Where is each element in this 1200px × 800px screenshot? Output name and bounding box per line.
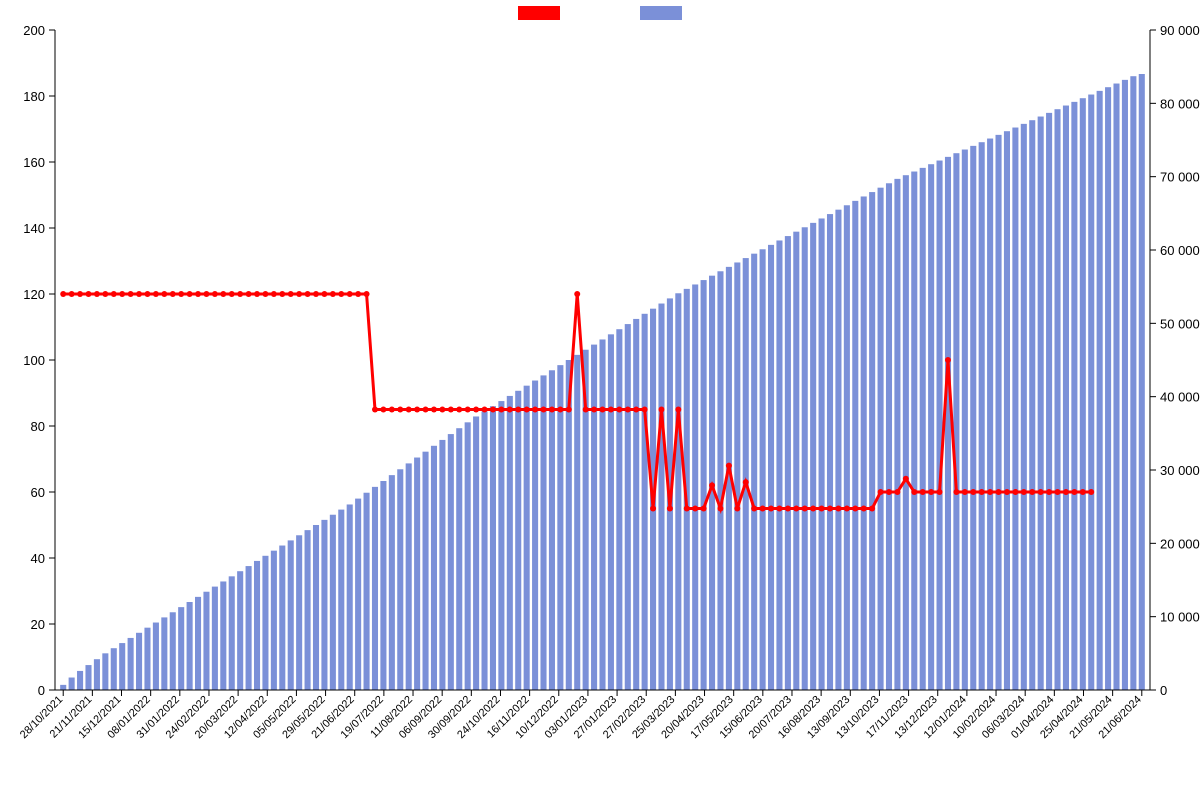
svg-text:120: 120 bbox=[23, 287, 45, 302]
svg-text:10 000: 10 000 bbox=[1160, 610, 1200, 625]
svg-text:200: 200 bbox=[23, 23, 45, 38]
svg-text:180: 180 bbox=[23, 89, 45, 104]
svg-text:90 000: 90 000 bbox=[1160, 23, 1200, 38]
svg-text:0: 0 bbox=[38, 683, 45, 698]
combo-chart: 0 20 40 60 80 100 120 140 160 180 200 0 10 000 20 000… bbox=[0, 0, 1200, 800]
chart-svg: 0 20 40 60 80 100 120 140 160 180 200 0 10 000 20 000… bbox=[0, 0, 1200, 800]
legend-bar-swatch bbox=[640, 6, 682, 20]
svg-text:30 000: 30 000 bbox=[1160, 463, 1200, 478]
svg-text:100: 100 bbox=[23, 353, 45, 368]
svg-text:70 000: 70 000 bbox=[1160, 170, 1200, 185]
svg-text:60: 60 bbox=[31, 485, 45, 500]
svg-text:40 000: 40 000 bbox=[1160, 390, 1200, 405]
svg-text:60 000: 60 000 bbox=[1160, 243, 1200, 258]
svg-text:140: 140 bbox=[23, 221, 45, 236]
svg-text:0: 0 bbox=[1160, 683, 1167, 698]
svg-text:20: 20 bbox=[31, 617, 45, 632]
svg-text:20 000: 20 000 bbox=[1160, 536, 1200, 551]
legend bbox=[0, 4, 1200, 22]
bars-group bbox=[60, 74, 1145, 690]
svg-text:160: 160 bbox=[23, 155, 45, 170]
svg-text:50 000: 50 000 bbox=[1160, 316, 1200, 331]
svg-text:80 000: 80 000 bbox=[1160, 96, 1200, 111]
svg-text:80: 80 bbox=[31, 419, 45, 434]
legend-line-swatch bbox=[518, 6, 560, 20]
svg-text:40: 40 bbox=[31, 551, 45, 566]
